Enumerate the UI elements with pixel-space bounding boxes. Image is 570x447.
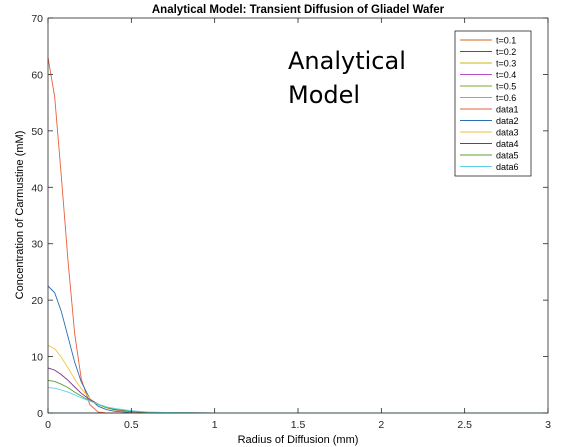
y-tick-label: 10	[31, 352, 43, 364]
x-tick-label: 0.5	[124, 419, 139, 431]
y-tick-label: 40	[31, 182, 43, 194]
y-tick-label: 60	[31, 69, 43, 81]
x-axis-label: Radius of Diffusion (mm)	[238, 434, 359, 446]
legend-label-data6: data6	[496, 162, 519, 172]
legend-label-data5: data5	[496, 151, 519, 161]
y-tick-label: 30	[31, 239, 43, 251]
legend-label-t=0.5: t=0.5	[496, 82, 516, 92]
chart-title: Analytical Model: Transient Diffusion of…	[152, 4, 445, 16]
legend-label-t=0.6: t=0.6	[496, 93, 516, 103]
y-tick-label: 0	[37, 408, 43, 420]
y-tick-label: 20	[31, 295, 43, 307]
x-tick-label: 1.5	[291, 419, 306, 431]
legend-label-t=0.3: t=0.3	[496, 59, 516, 69]
y-tick-label: 50	[31, 126, 43, 138]
y-tick-label: 70	[31, 13, 43, 25]
x-tick-label: 3	[545, 419, 551, 431]
legend-label-data2: data2	[496, 116, 519, 126]
legend-label-data4: data4	[496, 139, 519, 149]
legend-label-t=0.2: t=0.2	[496, 47, 516, 57]
chart-annotation: Analytical Model	[288, 47, 406, 109]
legend-label-t=0.1: t=0.1	[496, 36, 516, 46]
x-tick-label: 1	[212, 419, 218, 431]
series-line-data6	[47, 387, 548, 414]
legend-label-data1: data1	[496, 105, 519, 115]
legend-label-t=0.4: t=0.4	[496, 70, 516, 80]
legend: t=0.1t=0.2 t=0.3t=0.4 t=0.5t=0.6 data1data2…	[454, 30, 532, 177]
x-tick-label: 2	[378, 419, 384, 431]
legend-label-data3: data3	[496, 128, 519, 138]
x-tick-label: 0	[45, 419, 51, 431]
y-axis-label: Concentration of Carmustine (mM)	[14, 131, 26, 300]
x-tick-label: 2.5	[457, 419, 472, 431]
legend-box	[454, 30, 532, 177]
